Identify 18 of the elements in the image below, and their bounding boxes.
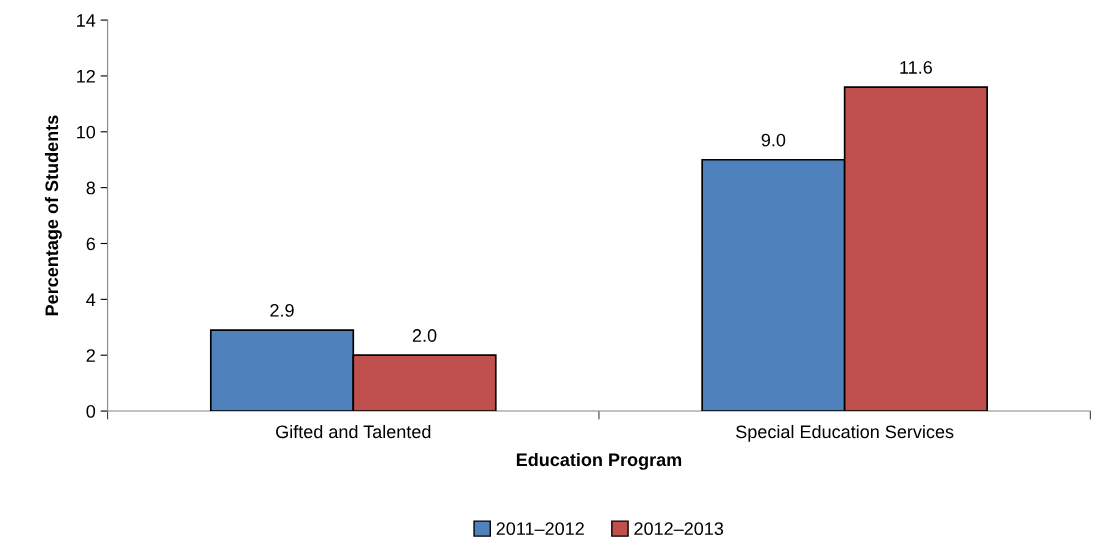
y-tick-label: 8 (86, 181, 96, 195)
y-tick-label: 10 (77, 125, 96, 139)
x-tick-label: Special Education Services (736, 424, 954, 442)
data-label: 9.0 (761, 133, 786, 147)
y-tick-label: 6 (86, 237, 96, 251)
data-label: 2.9 (270, 303, 294, 317)
y-tick-label: 12 (77, 69, 95, 83)
legend-label: 2011–2012 (496, 522, 584, 536)
y-tick-label: 2 (86, 349, 95, 362)
y-tick-label: 0 (86, 404, 96, 418)
data-label: 11.6 (900, 61, 932, 74)
x-axis-title: Education Program (516, 452, 682, 470)
data-label: 2.0 (412, 329, 437, 342)
y-tick-label: 4 (86, 293, 96, 306)
y-axis-title: Percentage of Students (44, 115, 62, 316)
legend-label: 2012–2013 (634, 522, 724, 536)
x-tick-label: Gifted and Talented (276, 424, 431, 439)
y-tick-label: 14 (77, 14, 96, 27)
